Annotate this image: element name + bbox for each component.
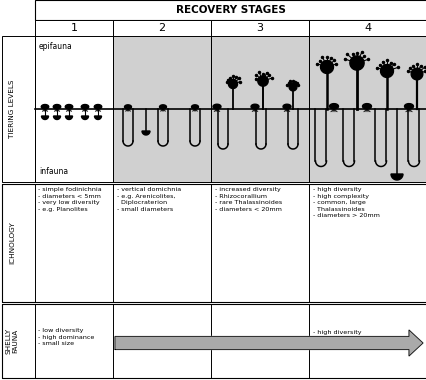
Polygon shape	[380, 65, 393, 78]
Polygon shape	[282, 104, 290, 109]
Text: epifauna: epifauna	[39, 42, 72, 51]
Polygon shape	[65, 116, 72, 119]
Bar	[113, 36, 210, 182]
Polygon shape	[410, 68, 422, 80]
Polygon shape	[390, 174, 402, 180]
Bar	[35, 20, 113, 36]
Text: ICHNOLOGY: ICHNOLOGY	[9, 222, 15, 264]
Polygon shape	[257, 76, 268, 86]
Bar	[113, 36, 308, 182]
Polygon shape	[41, 105, 49, 109]
Text: - simple fodinichnia
- diameters < 5mm
- very low diversity
- e.g. Planolites: - simple fodinichnia - diameters < 5mm -…	[38, 187, 101, 212]
Polygon shape	[53, 105, 60, 109]
Bar	[308, 36, 426, 182]
Text: SHELLY
FAUNA: SHELLY FAUNA	[6, 328, 18, 354]
Bar	[308, 20, 426, 36]
Text: - high diversity
- high complexity
- common, large
  Thalassinoides
- diameters : - high diversity - high complexity - com…	[312, 187, 379, 218]
Text: 4: 4	[363, 23, 371, 33]
Bar	[210, 36, 308, 182]
Polygon shape	[159, 105, 166, 109]
Bar	[35, 36, 113, 182]
Text: - vertical domichnia
- e.g. Arenicolites,
  Diplocraterion
- small diameters: - vertical domichnia - e.g. Arenicolites…	[117, 187, 181, 212]
Polygon shape	[288, 83, 296, 91]
Bar	[2, 304, 35, 378]
Text: RECOVERY STAGES: RECOVERY STAGES	[176, 5, 285, 15]
Polygon shape	[320, 60, 333, 73]
Polygon shape	[349, 56, 363, 70]
Bar	[2, 36, 35, 182]
Polygon shape	[65, 105, 72, 109]
Polygon shape	[53, 116, 60, 119]
Polygon shape	[250, 104, 259, 109]
Bar	[210, 20, 308, 36]
Polygon shape	[228, 79, 237, 89]
Polygon shape	[115, 330, 422, 356]
Polygon shape	[124, 105, 131, 109]
Polygon shape	[213, 104, 221, 109]
Text: TIERING LEVELS: TIERING LEVELS	[9, 80, 15, 138]
Polygon shape	[329, 104, 338, 109]
Bar	[2, 184, 426, 302]
Polygon shape	[41, 116, 49, 119]
Polygon shape	[94, 116, 101, 119]
Text: 3: 3	[256, 23, 263, 33]
Polygon shape	[81, 116, 88, 119]
Text: - low diversity
- high dominance
- small size: - low diversity - high dominance - small…	[38, 328, 94, 346]
Bar	[2, 184, 35, 302]
Polygon shape	[81, 105, 89, 109]
Polygon shape	[362, 104, 371, 109]
Polygon shape	[94, 105, 101, 109]
Bar	[2, 304, 426, 378]
Bar	[113, 20, 210, 36]
Text: - high diversity
- low dominance
- large size: - high diversity - low dominance - large…	[312, 330, 366, 348]
Text: infauna: infauna	[39, 167, 68, 176]
Bar	[35, 36, 113, 182]
Polygon shape	[191, 105, 198, 109]
Text: 1: 1	[70, 23, 77, 33]
Bar	[308, 36, 426, 182]
Bar	[35, 0, 426, 20]
Text: 2: 2	[158, 23, 165, 33]
Text: - increased diversity
- Rhizocorallium
- rare Thalassinoides
- diameters < 20mm: - increased diversity - Rhizocorallium -…	[215, 187, 282, 212]
Polygon shape	[403, 104, 412, 109]
Polygon shape	[142, 131, 150, 135]
